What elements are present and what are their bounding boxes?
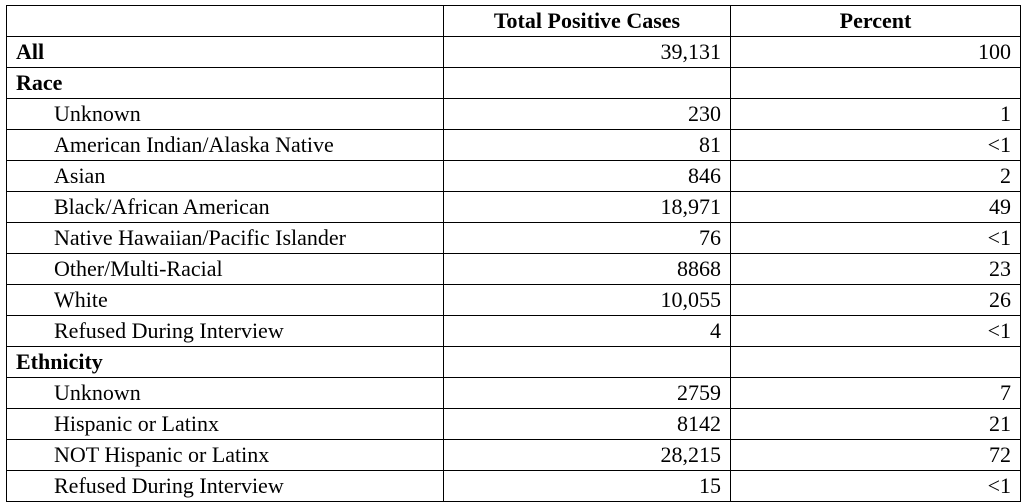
category-label-cell: Unknown: [6, 377, 444, 409]
category-label-cell: Refused During Interview: [6, 470, 444, 502]
table-row: Refused During Interview 15 <1: [6, 470, 1021, 502]
percent-cell: 100: [730, 36, 1021, 68]
cases-table: Total Positive Cases Percent All 39,131 10…: [6, 5, 1021, 502]
header-total-positive-cases: Total Positive Cases: [443, 5, 731, 37]
percent-cell: <1: [730, 315, 1021, 347]
section-label-cell: Race: [6, 67, 444, 99]
total-positive-cases-cell: 15: [443, 470, 731, 502]
header-percent: Percent: [730, 5, 1021, 37]
total-positive-cases-cell: 10,055: [443, 284, 731, 316]
total-positive-cases-cell: 76: [443, 222, 731, 254]
percent-cell: 49: [730, 191, 1021, 223]
total-positive-cases-cell: [443, 346, 731, 378]
total-positive-cases-cell: 8868: [443, 253, 731, 285]
table-row: Unknown 2759 7: [6, 377, 1021, 409]
category-label-cell: Hispanic or Latinx: [6, 408, 444, 440]
table-row: Black/African American 18,971 49: [6, 191, 1021, 223]
category-label-cell: Other/Multi-Racial: [6, 253, 444, 285]
category-label-cell: Refused During Interview: [6, 315, 444, 347]
total-positive-cases-cell: 39,131: [443, 36, 731, 68]
table-row: Hispanic or Latinx 8142 21: [6, 408, 1021, 440]
percent-cell: [730, 67, 1021, 99]
table-header-row: Total Positive Cases Percent: [6, 5, 1021, 37]
category-label-cell: American Indian/Alaska Native: [6, 129, 444, 161]
total-positive-cases-cell: 2759: [443, 377, 731, 409]
table-body: Total Positive Cases Percent All 39,131 10…: [6, 5, 1021, 502]
percent-cell: 2: [730, 160, 1021, 192]
table-row: Race: [6, 67, 1021, 99]
percent-cell: [730, 346, 1021, 378]
table-row: American Indian/Alaska Native 81 <1: [6, 129, 1021, 161]
percent-cell: 1: [730, 98, 1021, 130]
total-positive-cases-cell: 230: [443, 98, 731, 130]
table-row: Native Hawaiian/Pacific Islander 76 <1: [6, 222, 1021, 254]
total-positive-cases-cell: 28,215: [443, 439, 731, 471]
total-positive-cases-cell: 846: [443, 160, 731, 192]
total-positive-cases-cell: 4: [443, 315, 731, 347]
total-positive-cases-cell: 8142: [443, 408, 731, 440]
percent-cell: 23: [730, 253, 1021, 285]
table-row: Unknown 230 1: [6, 98, 1021, 130]
category-label-cell: Unknown: [6, 98, 444, 130]
percent-cell: <1: [730, 470, 1021, 502]
table-row: Refused During Interview 4 <1: [6, 315, 1021, 347]
table-row: Asian 846 2: [6, 160, 1021, 192]
section-label-cell: Ethnicity: [6, 346, 444, 378]
table-row: NOT Hispanic or Latinx 28,215 72: [6, 439, 1021, 471]
table-row: Other/Multi-Racial 8868 23: [6, 253, 1021, 285]
table-row: Ethnicity: [6, 346, 1021, 378]
percent-cell: 21: [730, 408, 1021, 440]
total-positive-cases-cell: [443, 67, 731, 99]
header-label-cell: [6, 5, 444, 37]
category-label-cell: Black/African American: [6, 191, 444, 223]
table-row: White 10,055 26: [6, 284, 1021, 316]
total-positive-cases-cell: 18,971: [443, 191, 731, 223]
percent-cell: 72: [730, 439, 1021, 471]
table-row: All 39,131 100: [6, 36, 1021, 68]
percent-cell: <1: [730, 129, 1021, 161]
category-label-cell: Native Hawaiian/Pacific Islander: [6, 222, 444, 254]
percent-cell: 26: [730, 284, 1021, 316]
category-label-cell: White: [6, 284, 444, 316]
percent-cell: <1: [730, 222, 1021, 254]
percent-cell: 7: [730, 377, 1021, 409]
section-label-cell: All: [6, 36, 444, 68]
category-label-cell: NOT Hispanic or Latinx: [6, 439, 444, 471]
category-label-cell: Asian: [6, 160, 444, 192]
total-positive-cases-cell: 81: [443, 129, 731, 161]
